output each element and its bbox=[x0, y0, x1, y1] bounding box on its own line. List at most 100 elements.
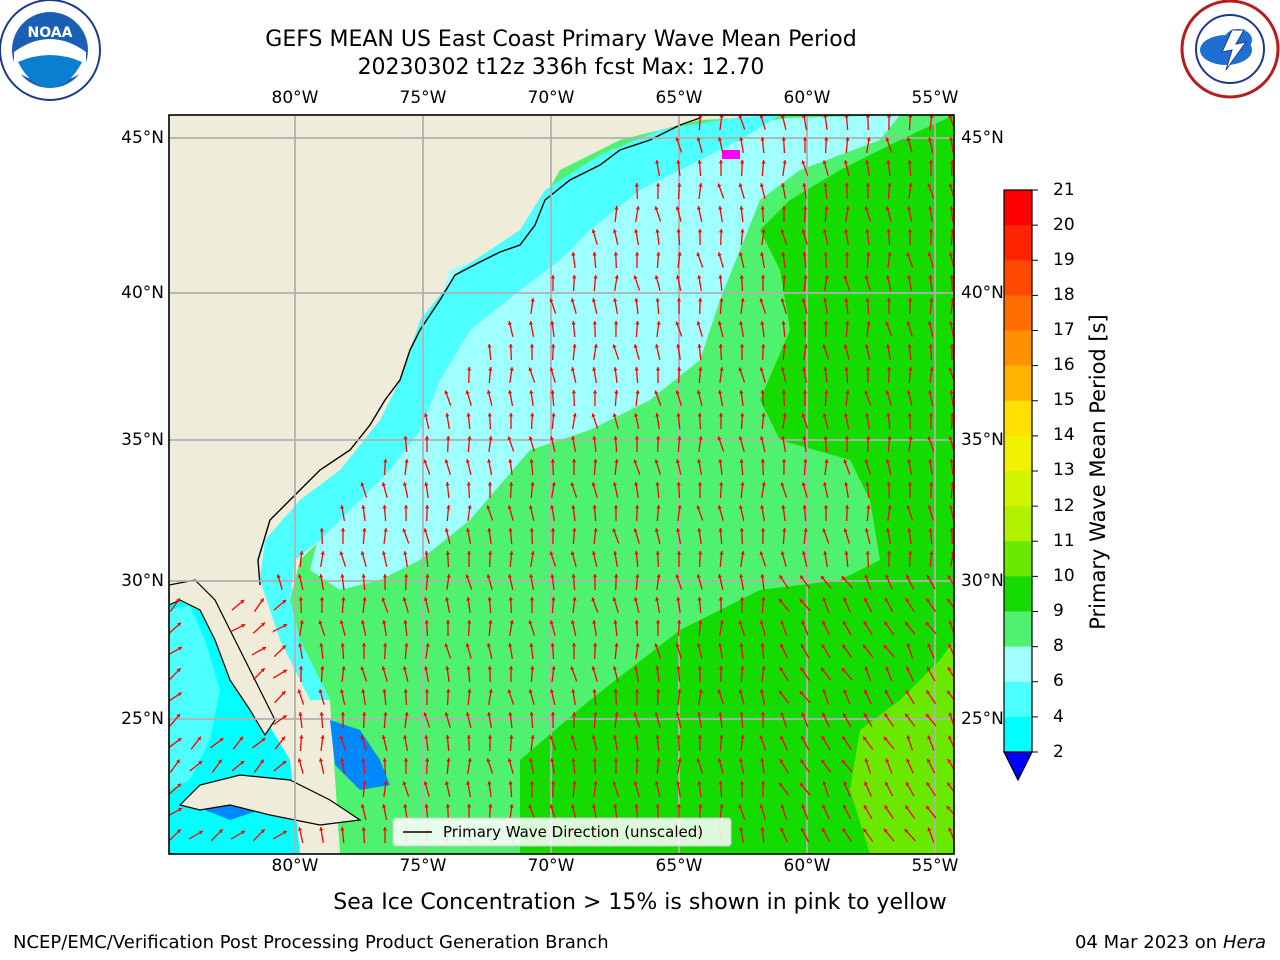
wave-arrow-head bbox=[549, 689, 555, 693]
wave-arrow-head bbox=[613, 689, 618, 693]
wave-arrow-head bbox=[381, 597, 386, 602]
wave-arrow-head bbox=[656, 252, 661, 256]
wave-arrow-head bbox=[698, 436, 703, 440]
wave-arrow-head bbox=[591, 413, 596, 418]
wave-arrow-head bbox=[949, 459, 954, 463]
wave-arrow-head bbox=[508, 712, 513, 716]
wave-arrow-head bbox=[885, 459, 890, 463]
wave-arrow-head bbox=[613, 735, 618, 739]
wave-arrow-head bbox=[446, 758, 451, 762]
wave-arrow-head bbox=[800, 644, 805, 648]
wave-arrow-head bbox=[821, 759, 825, 764]
wave-arrow-head bbox=[465, 390, 470, 395]
wave-arrow-head bbox=[843, 344, 848, 349]
wave-arrow-head bbox=[528, 689, 533, 694]
wave-arrow-head bbox=[761, 666, 766, 670]
wave-arrow-head bbox=[381, 735, 386, 739]
wave-arrow-head bbox=[761, 229, 766, 233]
wave-arrow-head bbox=[592, 620, 597, 624]
wave-arrow-head bbox=[634, 298, 639, 302]
wave-arrow-head bbox=[176, 668, 181, 673]
wave-arrow-head bbox=[949, 275, 954, 279]
wave-arrow-head bbox=[466, 666, 471, 670]
wave-arrow-head bbox=[822, 229, 827, 233]
lon-label-top: 75°W bbox=[399, 88, 447, 108]
wave-arrow-head bbox=[781, 206, 787, 210]
wave-arrow-head bbox=[906, 574, 910, 579]
wave-arrow-head bbox=[800, 759, 805, 764]
colorbar-tick: 17 bbox=[1053, 320, 1075, 340]
colorbar-tick: 9 bbox=[1053, 601, 1064, 621]
wave-arrow-head bbox=[718, 459, 723, 463]
wave-arrow-head bbox=[760, 321, 765, 325]
wave-arrow-head bbox=[570, 735, 575, 740]
wave-arrow-head bbox=[782, 344, 787, 348]
wave-arrow-head bbox=[864, 275, 869, 280]
wave-arrow-head bbox=[949, 344, 954, 348]
wave-arrow-head bbox=[926, 598, 931, 603]
wave-arrow-head bbox=[864, 666, 869, 671]
wave-arrow-head bbox=[719, 367, 724, 371]
wave-arrow-head bbox=[612, 528, 617, 533]
wave-arrow-head bbox=[948, 643, 952, 648]
wave-arrow-head bbox=[884, 805, 889, 810]
wave-arrow-head bbox=[738, 436, 743, 441]
wave-arrow-head bbox=[928, 160, 934, 164]
wave-arrow-head bbox=[696, 390, 701, 394]
wave-arrow-head bbox=[528, 758, 534, 762]
wave-arrow-head bbox=[760, 275, 766, 279]
wave-arrow-head bbox=[863, 644, 867, 649]
wave-arrow-head bbox=[845, 206, 850, 210]
wave-arrow-head bbox=[801, 827, 805, 832]
wave-arrow-head bbox=[904, 829, 909, 833]
wave-arrow-head bbox=[528, 436, 533, 441]
wave-arrow-head bbox=[698, 689, 703, 693]
wave-arrow-head bbox=[528, 367, 533, 372]
wave-arrow-head bbox=[572, 712, 577, 716]
wave-arrow-head bbox=[801, 804, 806, 809]
wave-arrow-head bbox=[570, 804, 575, 808]
wave-arrow-head bbox=[446, 436, 451, 440]
wave-arrow-head bbox=[528, 620, 533, 625]
wave-arrow-head bbox=[738, 252, 743, 256]
wave-arrow-head bbox=[799, 599, 804, 603]
wave-arrow-head bbox=[843, 804, 847, 809]
wave-arrow-head bbox=[844, 229, 849, 233]
wave-arrow-head bbox=[781, 505, 786, 509]
colorbar-segment bbox=[1004, 611, 1032, 648]
wave-arrow-head bbox=[844, 482, 849, 486]
wave-arrow-head bbox=[947, 782, 951, 787]
wave-arrow-head bbox=[593, 459, 598, 463]
wave-arrow-head bbox=[676, 666, 681, 670]
wave-arrow-head bbox=[824, 206, 829, 210]
wave-arrow-head bbox=[801, 482, 806, 487]
wave-arrow-head bbox=[572, 413, 577, 417]
wave-arrow-head bbox=[299, 620, 304, 624]
wave-arrow-head bbox=[488, 367, 493, 371]
wave-arrow-head bbox=[740, 482, 745, 486]
wave-arrow-head bbox=[759, 367, 764, 372]
wave-arrow-head bbox=[466, 735, 471, 739]
wave-arrow-head bbox=[445, 666, 450, 670]
wave-arrow-head bbox=[906, 505, 911, 510]
wave-arrow-head bbox=[675, 275, 681, 279]
wave-arrow-head bbox=[299, 735, 304, 739]
wave-arrow-head bbox=[403, 620, 408, 624]
wave-arrow-head bbox=[822, 689, 827, 694]
wave-arrow-head bbox=[780, 367, 785, 371]
wave-arrow-head bbox=[782, 413, 787, 417]
wave-arrow-head bbox=[865, 229, 870, 233]
wave-arrow-head bbox=[843, 597, 848, 602]
wave-arrow-head bbox=[298, 643, 303, 647]
wave-arrow-head bbox=[841, 668, 846, 672]
wave-arrow-head bbox=[592, 390, 598, 394]
wave-arrow-head bbox=[906, 643, 911, 648]
wave-arrow-head bbox=[802, 390, 808, 394]
wave-arrow-head bbox=[655, 620, 661, 624]
wave-arrow-head bbox=[593, 528, 598, 532]
wave-arrow-head bbox=[907, 528, 912, 532]
wave-arrow-head bbox=[445, 551, 450, 555]
wave-arrow-head bbox=[740, 229, 745, 233]
wave-arrow-head bbox=[466, 781, 471, 785]
wave-arrow-head bbox=[928, 275, 933, 279]
